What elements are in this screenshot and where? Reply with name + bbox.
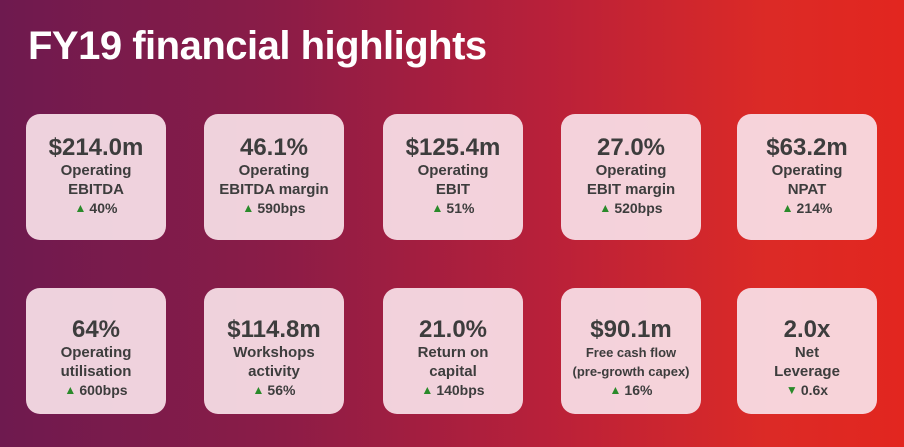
- up-arrow-icon: ▲: [421, 383, 434, 397]
- metric-value: $114.8m: [227, 316, 321, 343]
- metric-label-line1: Free cash flow: [585, 345, 677, 360]
- up-arrow-icon: ▲: [74, 201, 87, 215]
- up-arrow-icon: ▲: [599, 201, 612, 215]
- card-operating-ebitda-margin: 46.1% Operating EBITDA margin ▲ 590bps: [204, 114, 344, 240]
- metric-label-line1: Workshops: [233, 344, 315, 361]
- metric-change-value: 214%: [796, 200, 833, 216]
- card-operating-ebit: $125.4m Operating EBIT ▲ 51%: [383, 114, 523, 240]
- metric-change: ▲ 590bps: [242, 199, 305, 218]
- metric-label-line2: activity: [248, 363, 300, 380]
- metric-change-value: 16%: [624, 382, 653, 398]
- metric-label-line1: Net: [794, 344, 820, 361]
- metric-label-line1: Operating: [60, 344, 132, 361]
- metric-change: ▲ 600bps: [64, 381, 127, 400]
- metric-value: $214.0m: [48, 134, 144, 161]
- metric-change: ▲ 214%: [782, 199, 833, 218]
- up-arrow-icon: ▲: [609, 383, 622, 397]
- metric-label-line2: EBITDA margin: [219, 181, 329, 198]
- metric-label-line2: NPAT: [787, 181, 827, 198]
- card-free-cash-flow: $90.1m Free cash flow (pre-growth capex)…: [561, 288, 701, 414]
- up-arrow-icon: ▲: [64, 383, 77, 397]
- page-title: FY19 financial highlights: [28, 24, 487, 68]
- metric-change-value: 51%: [446, 200, 475, 216]
- card-workshops-activity: $114.8m Workshops activity ▲ 56%: [204, 288, 344, 414]
- metric-value: 27.0%: [596, 134, 666, 161]
- card-operating-ebitda: $214.0m Operating EBITDA ▲ 40%: [26, 114, 166, 240]
- metric-label-line2: Leverage: [774, 363, 840, 380]
- up-arrow-icon: ▲: [242, 201, 255, 215]
- metric-change: ▲ 51%: [432, 199, 475, 218]
- metric-change-value: 140bps: [436, 382, 485, 398]
- metric-value: $90.1m: [590, 316, 672, 343]
- metric-change: ▲ 140bps: [421, 381, 484, 400]
- card-operating-npat: $63.2m Operating NPAT ▲ 214%: [737, 114, 877, 240]
- card-net-leverage: 2.0x Net Leverage ▼ 0.6x: [737, 288, 877, 414]
- up-arrow-icon: ▲: [252, 383, 265, 397]
- up-arrow-icon: ▲: [431, 201, 444, 215]
- metric-change: ▲ 520bps: [599, 199, 662, 218]
- metric-change-value: 600bps: [79, 382, 128, 398]
- metric-value: $63.2m: [766, 134, 848, 161]
- metric-label-line2: EBITDA: [68, 181, 124, 198]
- metric-label-line2: EBIT: [435, 181, 471, 198]
- metric-label-line1: Return on: [417, 344, 489, 361]
- metric-change-value: 520bps: [614, 200, 663, 216]
- metric-label-line1: Operating: [771, 162, 843, 179]
- metric-value: $125.4m: [405, 134, 501, 161]
- metric-change-value: 0.6x: [800, 382, 829, 398]
- metric-change: ▲ 16%: [610, 381, 653, 400]
- metric-change-value: 56%: [267, 382, 296, 398]
- metric-label-line1: Operating: [417, 162, 489, 179]
- metric-change: ▲ 40%: [75, 199, 118, 218]
- metric-label-line2: (pre-growth capex): [572, 364, 690, 379]
- metric-change-value: 590bps: [257, 200, 306, 216]
- metric-value: 64%: [71, 316, 121, 343]
- metric-value: 46.1%: [239, 134, 309, 161]
- metric-label-line2: EBIT margin: [586, 181, 676, 198]
- card-operating-ebit-margin: 27.0% Operating EBIT margin ▲ 520bps: [561, 114, 701, 240]
- metric-value: 2.0x: [783, 316, 831, 343]
- metric-change-value: 40%: [89, 200, 118, 216]
- metric-value: 21.0%: [418, 316, 488, 343]
- metric-label-line1: Operating: [595, 162, 667, 179]
- metric-label-line1: Operating: [238, 162, 310, 179]
- metric-label-line2: capital: [429, 363, 477, 380]
- metric-label-line1: Operating: [60, 162, 132, 179]
- up-arrow-icon: ▲: [781, 201, 794, 215]
- metric-label-line2: utilisation: [60, 363, 132, 380]
- card-return-on-capital: 21.0% Return on capital ▲ 140bps: [383, 288, 523, 414]
- metric-change: ▼ 0.6x: [786, 381, 828, 400]
- card-operating-utilisation: 64% Operating utilisation ▲ 600bps: [26, 288, 166, 414]
- down-arrow-icon: ▼: [785, 383, 798, 397]
- metric-change: ▲ 56%: [253, 381, 296, 400]
